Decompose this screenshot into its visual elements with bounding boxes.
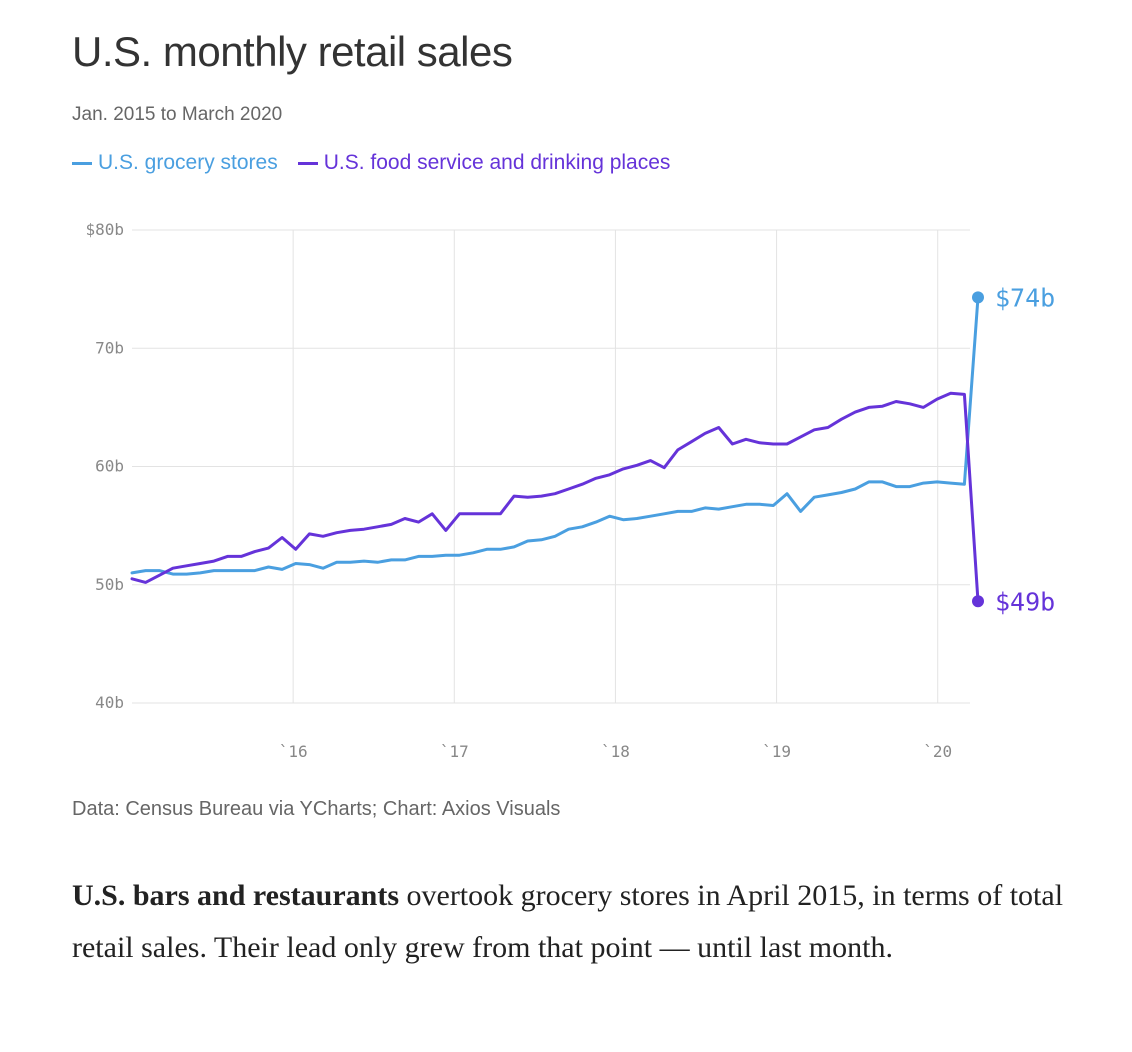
y-tick-label: 50b — [95, 575, 124, 594]
legend-label-grocery: U.S. grocery stores — [98, 151, 278, 174]
y-tick-label: 70b — [95, 338, 124, 357]
end-label-food: $49b — [995, 587, 1055, 616]
chart-legend: U.S. grocery stores U.S. food service an… — [72, 151, 690, 175]
end-point-grocery — [972, 291, 984, 304]
tick-labels: $80b 70b 60b 50b 40b `16 `17 `18 `19 `20 $74b $49b — [85, 220, 1055, 761]
series-lines — [130, 291, 984, 608]
end-label-grocery: $74b — [995, 283, 1055, 312]
x-tick-label: `17 — [440, 742, 469, 761]
legend-item-food: U.S. food service and drinking places — [297, 151, 671, 175]
body-paragraph: U.S. bars and restaurants overtook groce… — [72, 870, 1072, 974]
legend-label-food: U.S. food service and drinking places — [323, 151, 671, 174]
body-bold-lead: U.S. bars and restaurants — [72, 879, 399, 912]
body-text: overtook grocery stores in April 2015, i… — [72, 879, 1064, 964]
chart-subtitle: Jan. 2015 to March 2020 — [72, 104, 283, 125]
y-tick-label: 40b — [95, 693, 124, 712]
x-tick-label: `19 — [762, 742, 791, 761]
end-point-food — [972, 595, 984, 608]
x-tick-label: `16 — [279, 742, 308, 761]
series-line-food — [130, 391, 980, 603]
series-line-grocery — [130, 295, 980, 576]
chart-source: Data: Census Bureau via YCharts; Chart: … — [72, 798, 561, 820]
line-chart: $80b 70b 60b 50b 40b `16 `17 `18 `19 `20 $74b $49b — [85, 220, 1055, 761]
chart-title: U.S. monthly retail sales — [72, 28, 513, 75]
y-tick-label: 60b — [95, 457, 124, 476]
legend-swatch-food — [297, 161, 318, 165]
y-tick-label: $80b — [85, 220, 124, 239]
x-tick-label: `18 — [601, 742, 630, 761]
x-tick-label: `20 — [923, 742, 952, 761]
legend-swatch-grocery — [72, 161, 92, 165]
legend-item-grocery: U.S. grocery stores — [72, 151, 278, 175]
grid — [132, 229, 970, 704]
